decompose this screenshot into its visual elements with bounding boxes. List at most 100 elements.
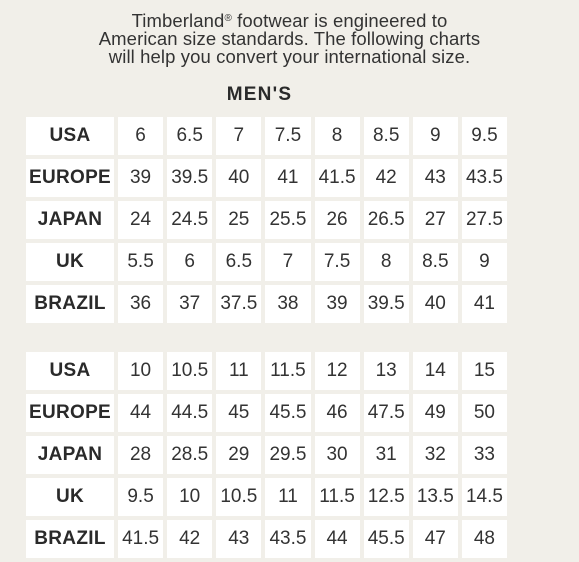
size-cell: 31 [363,436,409,474]
size-cell: 37 [167,285,213,323]
size-cell: 43 [216,520,262,558]
size-row-europe: EUROPE 39 39.5 40 41 41.5 42 43 43.5 [26,159,507,197]
size-cell: 11 [216,352,262,390]
size-cell: 42 [167,520,213,558]
size-cell: 7.5 [314,243,360,281]
size-cell: 25.5 [265,201,311,239]
size-cell: 45 [216,394,262,432]
size-cell: 27 [412,201,458,239]
size-cell: 41.5 [118,520,164,558]
size-cell: 41.5 [314,159,360,197]
row-label: BRAZIL [26,285,114,323]
size-cell: 44.5 [167,394,213,432]
size-cell: 12 [314,352,360,390]
size-cell: 43.5 [265,520,311,558]
intro-text: Timberland® footwear is engineered to Am… [0,10,579,66]
row-label: EUROPE [26,394,114,432]
size-row-japan: JAPAN 28 28.5 29 29.5 30 31 32 33 [26,436,507,474]
size-cell: 29 [216,436,262,474]
size-cell: 7 [265,243,311,281]
size-cell: 8 [314,117,360,155]
size-cell: 12.5 [363,478,409,516]
size-cell: 26.5 [363,201,409,239]
size-cell: 28.5 [167,436,213,474]
size-cell: 33 [461,436,507,474]
size-cell: 5.5 [118,243,164,281]
size-cell: 11.5 [314,478,360,516]
size-row-usa: USA 6 6.5 7 7.5 8 8.5 9 9.5 [26,117,507,155]
size-cell: 10 [118,352,164,390]
size-cell: 43 [412,159,458,197]
size-row-europe: EUROPE 44 44.5 45 45.5 46 47.5 49 50 [26,394,507,432]
size-cell: 14.5 [461,478,507,516]
size-cell: 44 [314,520,360,558]
size-cell: 7.5 [265,117,311,155]
size-cell: 43.5 [461,159,507,197]
row-label: JAPAN [26,201,114,239]
row-label: UK [26,243,114,281]
size-cell: 47.5 [363,394,409,432]
row-label: USA [26,117,114,155]
size-cell: 30 [314,436,360,474]
size-cell: 37.5 [216,285,262,323]
size-cell: 6 [118,117,164,155]
size-cell: 9.5 [461,117,507,155]
size-cell: 24 [118,201,164,239]
size-cell: 41 [265,159,311,197]
size-cell: 49 [412,394,458,432]
brand-name: Timberland [131,10,225,31]
size-cell: 41 [461,285,507,323]
size-cell: 8.5 [412,243,458,281]
size-cell: 42 [363,159,409,197]
size-cell: 10.5 [167,352,213,390]
size-table-2: USA 10 10.5 11 11.5 12 13 14 15 EUROPE 44 44.5 45 45.… [22,348,511,562]
row-label: UK [26,478,114,516]
size-cell: 9.5 [118,478,164,516]
size-cell: 46 [314,394,360,432]
size-row-uk: UK 5.5 6 6.5 7 7.5 8 8.5 9 [26,243,507,281]
size-cell: 39.5 [363,285,409,323]
size-cell: 13.5 [412,478,458,516]
size-row-brazil: BRAZIL 41.5 42 43 43.5 44 45.5 47 48 [26,520,507,558]
size-cell: 8 [363,243,409,281]
size-cell: 25 [216,201,262,239]
intro-line-1-text: footwear is engineered to [231,10,448,31]
size-cell: 6.5 [167,117,213,155]
size-cell: 26 [314,201,360,239]
row-label: JAPAN [26,436,114,474]
row-label: USA [26,352,114,390]
size-cell: 39 [118,159,164,197]
size-table-2-body: USA 10 10.5 11 11.5 12 13 14 15 EUROPE 44 44.5 45 45.… [26,352,507,558]
size-cell: 48 [461,520,507,558]
intro-line-2: American size standards. The following c… [98,28,481,49]
size-cell: 11.5 [265,352,311,390]
size-table-1-body: USA 6 6.5 7 7.5 8 8.5 9 9.5 EUROPE 39 39.5 40 41 41.5 4… [26,117,507,323]
size-cell: 40 [412,285,458,323]
size-cell: 36 [118,285,164,323]
size-row-japan: JAPAN 24 24.5 25 25.5 26 26.5 27 27.5 [26,201,507,239]
row-label: EUROPE [26,159,114,197]
row-label: BRAZIL [26,520,114,558]
size-cell: 50 [461,394,507,432]
intro-line-3: will help you convert your international… [108,46,471,67]
size-cell: 29.5 [265,436,311,474]
intro-line-1: Timberland® footwear is engineered to [0,10,579,30]
registered-mark: ® [224,13,232,24]
size-table-1: USA 6 6.5 7 7.5 8 8.5 9 9.5 EUROPE 39 39.5 40 41 41.5 4… [22,113,511,327]
size-cell: 15 [461,352,507,390]
size-cell: 14 [412,352,458,390]
size-cell: 28 [118,436,164,474]
size-cell: 10.5 [216,478,262,516]
size-cell: 47 [412,520,458,558]
size-cell: 10 [167,478,213,516]
size-cell: 9 [461,243,507,281]
size-cell: 27.5 [461,201,507,239]
size-cell: 40 [216,159,262,197]
size-cell: 38 [265,285,311,323]
size-cell: 13 [363,352,409,390]
size-cell: 8.5 [363,117,409,155]
size-cell: 7 [216,117,262,155]
size-cell: 39.5 [167,159,213,197]
size-cell: 6 [167,243,213,281]
size-row-uk: UK 9.5 10 10.5 11 11.5 12.5 13.5 14.5 [26,478,507,516]
